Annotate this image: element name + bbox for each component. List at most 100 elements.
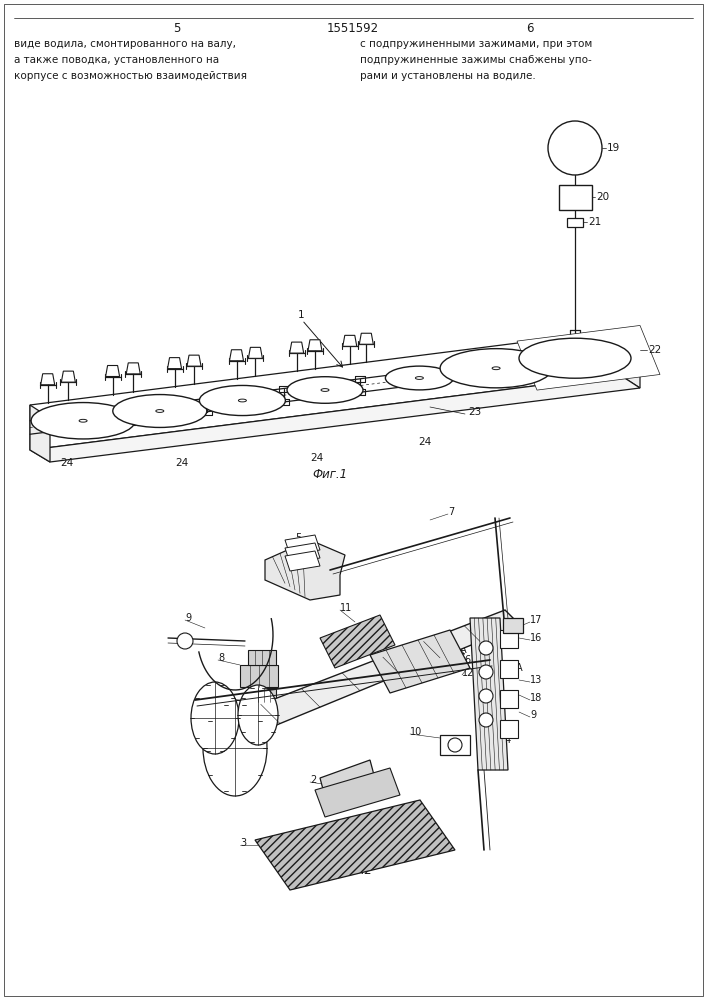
Ellipse shape: [385, 366, 453, 390]
Polygon shape: [285, 535, 320, 555]
Text: A: A: [460, 645, 467, 655]
Bar: [440, 735, 470, 755]
Text: 7: 7: [448, 507, 455, 517]
Text: 2: 2: [310, 775, 316, 785]
Polygon shape: [105, 365, 119, 376]
Ellipse shape: [156, 410, 164, 412]
Ellipse shape: [199, 385, 286, 416]
Text: A: A: [510, 667, 517, 677]
Text: 21: 21: [588, 217, 601, 227]
Polygon shape: [517, 325, 660, 390]
Text: 14: 14: [500, 735, 513, 745]
Bar: [240, 665, 278, 687]
Polygon shape: [470, 618, 508, 770]
Ellipse shape: [416, 377, 423, 379]
Text: 20: 20: [596, 192, 609, 202]
Text: 18: 18: [530, 693, 542, 703]
Polygon shape: [127, 363, 140, 374]
Ellipse shape: [79, 419, 87, 422]
Text: 24: 24: [60, 458, 74, 468]
Polygon shape: [359, 333, 373, 344]
Ellipse shape: [191, 682, 239, 754]
Text: 5: 5: [173, 21, 181, 34]
Bar: [503, 618, 523, 633]
Polygon shape: [30, 330, 620, 450]
Ellipse shape: [479, 641, 493, 655]
Polygon shape: [285, 543, 320, 563]
Text: 9: 9: [185, 613, 191, 623]
Ellipse shape: [321, 389, 329, 391]
Bar: [500, 630, 518, 648]
Ellipse shape: [113, 395, 207, 427]
Polygon shape: [41, 374, 54, 385]
Ellipse shape: [479, 665, 493, 679]
Ellipse shape: [287, 377, 363, 403]
Text: 10: 10: [410, 727, 422, 737]
Bar: [567, 218, 583, 227]
Polygon shape: [168, 358, 182, 369]
Polygon shape: [285, 551, 320, 571]
Ellipse shape: [492, 367, 500, 370]
Text: 6: 6: [464, 655, 470, 665]
Polygon shape: [230, 350, 243, 361]
Polygon shape: [265, 540, 345, 600]
Text: 9: 9: [530, 710, 536, 720]
Polygon shape: [220, 610, 520, 740]
Text: 23: 23: [468, 407, 481, 417]
Text: 3: 3: [240, 838, 246, 848]
Text: 12: 12: [462, 668, 474, 678]
Polygon shape: [30, 405, 50, 462]
Text: 24: 24: [418, 437, 431, 447]
Text: 5: 5: [295, 533, 301, 543]
Text: 22: 22: [648, 345, 661, 355]
Bar: [559, 185, 592, 210]
Bar: [500, 660, 518, 678]
Text: Фиг.1: Фиг.1: [312, 468, 348, 482]
Ellipse shape: [479, 689, 493, 703]
Text: с подпружиненными зажимами, при этом: с подпружиненными зажимами, при этом: [360, 39, 592, 49]
Text: 1: 1: [298, 310, 305, 320]
Text: виде водила, смонтированного на валу,: виде водила, смонтированного на валу,: [14, 39, 236, 49]
Text: A: A: [452, 643, 459, 653]
Text: 4: 4: [465, 635, 471, 645]
Ellipse shape: [548, 121, 602, 175]
Text: 17: 17: [530, 615, 542, 625]
Ellipse shape: [479, 713, 493, 727]
Bar: [500, 690, 518, 708]
Text: A: A: [516, 663, 522, 673]
Ellipse shape: [177, 633, 193, 649]
Ellipse shape: [448, 738, 462, 752]
Text: рами и установлены на водиле.: рами и установлены на водиле.: [360, 71, 536, 81]
Text: 8: 8: [218, 653, 224, 663]
Text: 24: 24: [310, 453, 323, 463]
Polygon shape: [62, 371, 76, 382]
Polygon shape: [620, 330, 640, 388]
Polygon shape: [30, 375, 640, 462]
Bar: [248, 650, 276, 665]
Text: 6: 6: [526, 21, 534, 34]
Polygon shape: [315, 768, 400, 817]
Bar: [500, 720, 518, 738]
Text: а также поводка, установленного на: а также поводка, установленного на: [14, 55, 219, 65]
Polygon shape: [343, 335, 357, 346]
Text: 13: 13: [530, 675, 542, 685]
Text: 24: 24: [175, 458, 188, 468]
Polygon shape: [320, 615, 395, 668]
Text: 16: 16: [530, 633, 542, 643]
Ellipse shape: [440, 349, 552, 388]
Text: Фиг.2: Фиг.2: [337, 863, 373, 876]
Text: 19: 19: [607, 143, 620, 153]
Text: подпружиненные зажимы снабжены упо-: подпружиненные зажимы снабжены упо-: [360, 55, 592, 65]
Text: 24: 24: [355, 795, 368, 805]
Ellipse shape: [31, 403, 135, 439]
Polygon shape: [308, 340, 322, 351]
Polygon shape: [290, 342, 304, 353]
Text: 11: 11: [340, 603, 352, 613]
Polygon shape: [320, 760, 378, 808]
Polygon shape: [255, 800, 455, 890]
Bar: [252, 688, 276, 702]
Text: 1551592: 1551592: [327, 21, 379, 34]
Ellipse shape: [238, 399, 247, 402]
Text: корпусе с возможностью взаимодействия: корпусе с возможностью взаимодействия: [14, 71, 247, 81]
Polygon shape: [248, 347, 262, 358]
